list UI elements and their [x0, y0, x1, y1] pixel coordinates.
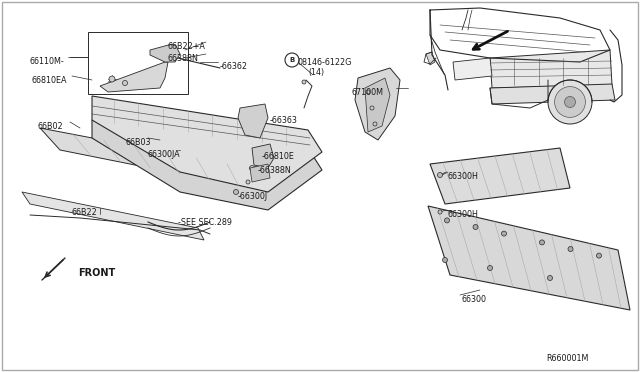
Text: (14): (14) [308, 68, 324, 77]
Polygon shape [92, 120, 322, 210]
Text: -66362: -66362 [220, 62, 248, 71]
Polygon shape [22, 192, 204, 240]
Text: 66B22: 66B22 [72, 208, 98, 217]
Circle shape [442, 257, 447, 263]
Polygon shape [428, 206, 630, 310]
Circle shape [302, 80, 306, 84]
Text: 66810EA: 66810EA [32, 76, 67, 85]
Polygon shape [250, 164, 270, 182]
Text: 66300H: 66300H [448, 172, 479, 181]
Circle shape [373, 122, 377, 126]
Circle shape [568, 247, 573, 251]
Circle shape [488, 266, 493, 270]
Text: 66B03: 66B03 [126, 138, 152, 147]
Text: 66B22+A: 66B22+A [168, 42, 206, 51]
Text: -66300J: -66300J [238, 192, 268, 201]
Text: -66388N: -66388N [258, 166, 292, 175]
Polygon shape [365, 78, 390, 132]
Text: 66300H: 66300H [448, 210, 479, 219]
Circle shape [596, 253, 602, 258]
Circle shape [250, 166, 255, 170]
Text: -SEE SEC.289: -SEE SEC.289 [178, 218, 232, 227]
Text: 66388N: 66388N [168, 54, 199, 63]
Text: 66110M-: 66110M- [30, 57, 65, 66]
Circle shape [285, 53, 299, 67]
Polygon shape [490, 50, 612, 88]
Text: FRONT: FRONT [78, 268, 115, 278]
Text: 66B02: 66B02 [38, 122, 63, 131]
Text: B: B [289, 57, 294, 63]
Circle shape [234, 189, 239, 195]
Polygon shape [453, 58, 492, 80]
Polygon shape [40, 128, 270, 192]
Circle shape [473, 224, 478, 230]
Circle shape [502, 231, 506, 236]
Circle shape [555, 87, 586, 118]
Text: 66300: 66300 [462, 295, 487, 304]
Circle shape [445, 218, 449, 223]
Polygon shape [426, 52, 435, 65]
Text: 67100M: 67100M [352, 88, 384, 97]
Circle shape [564, 96, 575, 108]
Circle shape [540, 240, 545, 245]
Circle shape [366, 90, 370, 94]
Text: 08146-6122G: 08146-6122G [298, 58, 353, 67]
Polygon shape [430, 148, 570, 204]
Circle shape [246, 180, 250, 184]
Text: R660001M: R660001M [546, 354, 588, 363]
Text: 66300JA: 66300JA [148, 150, 180, 159]
Circle shape [370, 106, 374, 110]
Circle shape [438, 173, 442, 177]
Polygon shape [252, 144, 274, 168]
Bar [88, 32, 188, 94]
Text: -66363: -66363 [270, 116, 298, 125]
Text: -66810E: -66810E [262, 152, 295, 161]
Circle shape [438, 210, 442, 214]
Polygon shape [355, 68, 400, 140]
Polygon shape [490, 84, 615, 104]
Polygon shape [92, 96, 322, 192]
Polygon shape [238, 104, 268, 138]
Polygon shape [100, 62, 168, 92]
Circle shape [122, 80, 127, 86]
Polygon shape [150, 44, 180, 62]
Circle shape [547, 276, 552, 280]
Circle shape [109, 76, 115, 82]
Circle shape [548, 80, 592, 124]
